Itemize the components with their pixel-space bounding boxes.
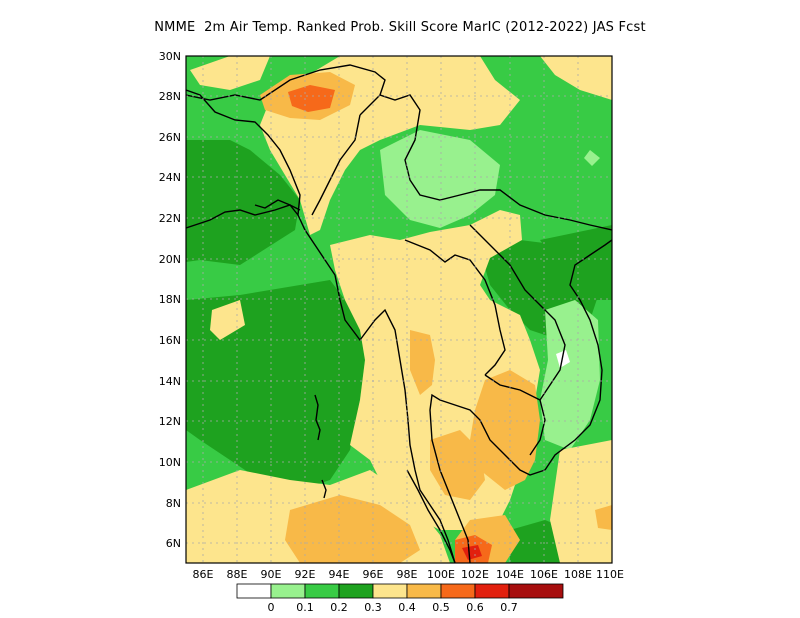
region-yellow-ne [540,56,612,100]
island-andaman-2 [321,479,327,499]
region-dark-green-west [186,140,300,265]
lon-tick-label: 108E [564,568,592,581]
colorbar-label: 0.1 [296,601,314,614]
coastline-vietnam [544,239,612,471]
colorbar-label: 0.2 [330,601,348,614]
colorbar-swatch [372,583,408,599]
region-yellow-southeast [550,440,612,563]
lat-tick-label: 22N [159,212,181,225]
region-light-green-nw [584,150,600,166]
lon-tick-label: 104E [496,568,524,581]
region-orange-south [285,495,420,563]
region-dark-green-east [540,225,612,300]
map-title: NMME 2m Air Temp. Ranked Prob. Skill Sco… [154,20,646,35]
lon-axis: 86E 88E 90E 92E 94E 96E 98E 100E 102E 10… [193,568,624,581]
colorbar-label: 0 [268,601,275,614]
lon-tick-label: 90E [261,568,282,581]
coastline-myanmar-delta [254,199,301,211]
border-north [186,64,386,116]
region-light-green-northeast [380,130,500,228]
colorbar: 0 0.1 0.2 0.3 0.4 0.5 0.6 0.7 [236,583,564,614]
region-yellow-westspot [210,300,245,340]
island-sumatra [406,469,456,563]
region-red-core [462,545,482,560]
colorbar-swatch [236,583,272,599]
region-orange-thailand [410,330,435,395]
lon-tick-label: 94E [329,568,350,581]
lon-tick-label: 102E [461,568,489,581]
lat-tick-label: 8N [166,497,181,510]
colorbar-swatch [406,583,442,599]
coastline-myanmar [297,214,456,563]
region-light-green-vietnam [540,300,600,450]
coastline-india-bay [186,89,301,229]
colorbar-swatch [270,583,306,599]
lat-tick-label: 16N [159,334,181,347]
border-laos [469,224,566,401]
lat-tick-label: 26N [159,131,181,144]
region-red-himalaya [288,85,335,112]
colorbar-swatch [440,583,476,599]
colorbar-label: 0.3 [364,601,382,614]
lat-tick-label: 6N [166,537,181,550]
lon-tick-label: 110E [596,568,624,581]
region-orange-cambodia [470,370,540,490]
region-orange-peninsula [430,430,485,500]
lon-tick-label: 100E [427,568,455,581]
lon-tick-label: 86E [193,568,214,581]
grid-lines [186,56,612,563]
lon-tick-label: 98E [397,568,418,581]
colorbar-swatch [338,583,374,599]
lon-tick-label: 92E [295,568,316,581]
border-cambodia [484,374,546,456]
lat-tick-label: 28N [159,90,181,103]
lat-tick-label: 30N [159,50,181,63]
lon-tick-label: 88E [227,568,248,581]
region-yellow-nw [190,56,270,90]
lat-tick-label: 12N [159,415,181,428]
region-orange-east-edge [595,505,612,530]
colorbar-swatch [474,583,510,599]
colorbar-label: 0.6 [466,601,484,614]
colorbar-label: 0.5 [432,601,450,614]
lat-tick-label: 24N [159,171,181,184]
lat-tick-label: 20N [159,253,181,266]
region-white [556,350,570,368]
coastlines [186,64,612,563]
colorbar-label: 0.4 [398,601,416,614]
lon-tick-label: 96E [363,568,384,581]
border-myanmar-china [311,94,612,231]
lon-tick-label: 106E [530,568,558,581]
border-thailand [404,239,506,376]
lat-tick-label: 18N [159,293,181,306]
plot-frame [185,55,613,564]
colorbar-swatch [304,583,340,599]
island-andaman-1 [314,394,321,441]
colorbar-label: 0.7 [500,601,518,614]
lat-tick-label: 10N [159,456,181,469]
colorbar-swatch [508,583,564,599]
lat-tick-label: 14N [159,375,181,388]
skill-field [186,56,612,563]
lat-axis: 30N 28N 26N 24N 22N 20N 18N 16N 14N 12N … [159,50,181,550]
